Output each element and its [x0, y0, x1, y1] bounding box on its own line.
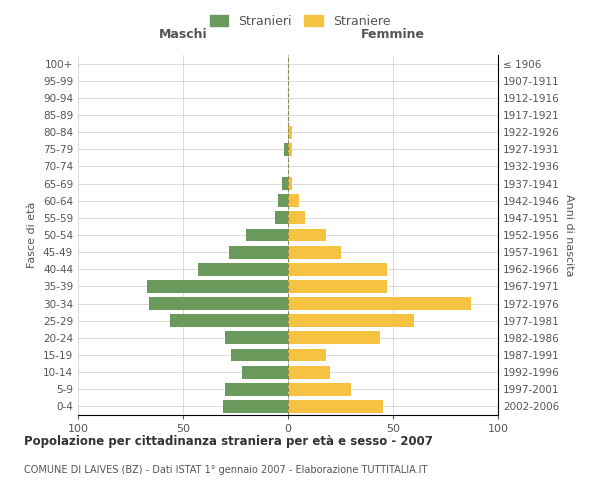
Bar [275, 212, 288, 224]
Y-axis label: Fasce di età: Fasce di età [28, 202, 37, 268]
Bar [277, 194, 288, 207]
Bar [288, 366, 330, 378]
Bar [198, 263, 288, 276]
Bar [288, 143, 292, 156]
Legend: Stranieri, Straniere: Stranieri, Straniere [206, 11, 394, 32]
Bar [288, 314, 414, 327]
Text: Popolazione per cittadinanza straniera per età e sesso - 2007: Popolazione per cittadinanza straniera p… [24, 435, 433, 448]
Bar [225, 332, 288, 344]
Bar [288, 348, 326, 362]
Bar [288, 400, 383, 413]
Bar [288, 228, 326, 241]
Bar [246, 228, 288, 241]
Text: COMUNE DI LAIVES (BZ) - Dati ISTAT 1° gennaio 2007 - Elaborazione TUTTITALIA.IT: COMUNE DI LAIVES (BZ) - Dati ISTAT 1° ge… [24, 465, 427, 475]
Y-axis label: Anni di nascita: Anni di nascita [563, 194, 574, 276]
Bar [288, 263, 387, 276]
Bar [225, 383, 288, 396]
Text: Maschi: Maschi [158, 28, 208, 42]
Text: Femmine: Femmine [361, 28, 425, 42]
Bar [288, 280, 387, 293]
Bar [288, 383, 351, 396]
Bar [232, 348, 288, 362]
Bar [242, 366, 288, 378]
Bar [288, 332, 380, 344]
Bar [170, 314, 288, 327]
Bar [288, 297, 471, 310]
Bar [288, 212, 305, 224]
Bar [223, 400, 288, 413]
Bar [288, 194, 299, 207]
Bar [149, 297, 288, 310]
Bar [288, 246, 341, 258]
Bar [288, 126, 292, 138]
Bar [229, 246, 288, 258]
Bar [288, 177, 292, 190]
Bar [147, 280, 288, 293]
Bar [284, 143, 288, 156]
Bar [282, 177, 288, 190]
